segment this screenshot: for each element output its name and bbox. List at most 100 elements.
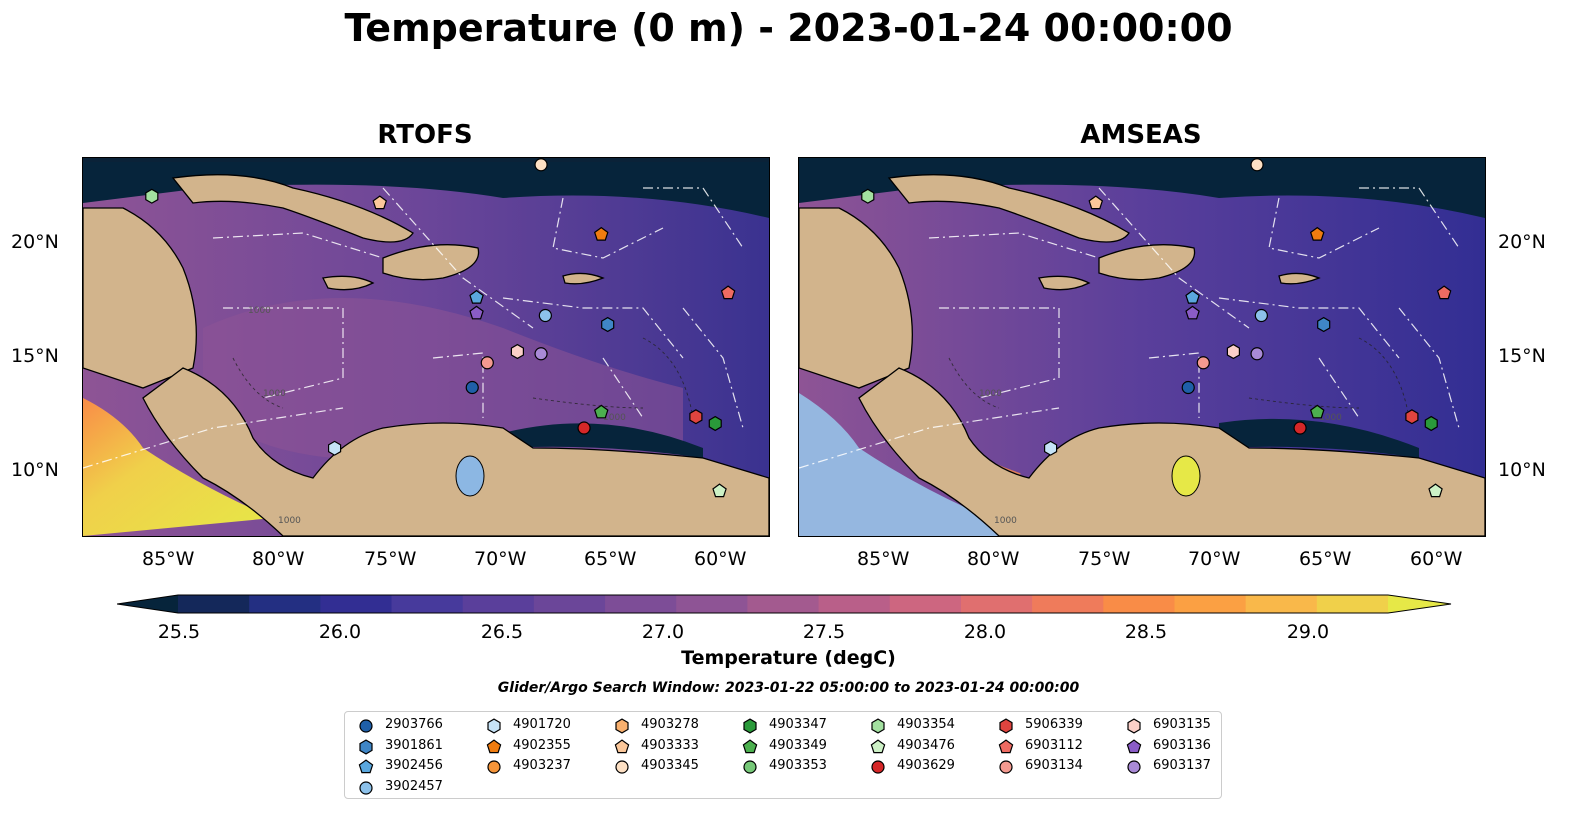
lon-tick: 60°W bbox=[694, 548, 747, 570]
float-marker-2903766 bbox=[465, 380, 479, 395]
colorbar-segment bbox=[391, 595, 464, 613]
venezuela-upwelling bbox=[503, 423, 703, 458]
south-america bbox=[858, 367, 1485, 536]
colorbar-segment bbox=[178, 595, 250, 613]
colorbar-segment bbox=[1032, 595, 1104, 613]
contour-label: 1000 bbox=[994, 516, 1017, 526]
lon-tick: 85°W bbox=[142, 548, 195, 570]
colorbar-tick: 28.0 bbox=[963, 621, 1007, 643]
float-marker-6903134 bbox=[480, 356, 494, 370]
lat-tick-left: 15°N bbox=[11, 345, 59, 367]
float-marker-6903137 bbox=[1250, 347, 1264, 361]
legend-marker-hexagon-icon bbox=[615, 718, 629, 734]
lake-maracaibo-rtofs bbox=[455, 455, 485, 497]
lon-tick: 75°W bbox=[364, 548, 417, 570]
float-markers-rtofs bbox=[145, 158, 736, 498]
colorbar-segment bbox=[249, 595, 321, 613]
legend-marker-circle-icon bbox=[359, 780, 373, 795]
colorbar-segment bbox=[605, 595, 677, 613]
map-canvas-rtofs: 1000 1000 1000 1000 bbox=[83, 158, 769, 536]
lon-tick: 65°W bbox=[584, 548, 637, 570]
contour-label: 1000 bbox=[603, 413, 626, 423]
float-marker-4902355 bbox=[1309, 226, 1325, 241]
legend-marker-pentagon-icon bbox=[486, 738, 502, 753]
contour-label: 1000 bbox=[263, 389, 286, 399]
legend-marker-hexagon-icon bbox=[487, 718, 501, 734]
legend-marker-pentagon-icon bbox=[358, 759, 374, 774]
legend-label: 3902456 bbox=[385, 758, 443, 773]
legend-label: 5906339 bbox=[1025, 717, 1083, 732]
lat-tick-right: 10°N bbox=[1498, 459, 1546, 481]
legend-marker-hexagon-icon bbox=[999, 718, 1013, 734]
lat-tick-right: 15°N bbox=[1498, 345, 1546, 367]
jamaica bbox=[1038, 275, 1091, 291]
panel-title-amseas: AMSEAS bbox=[1080, 120, 1202, 150]
float-marker-4903347 bbox=[1424, 415, 1438, 432]
legend-marker-hexagon-icon bbox=[1127, 718, 1141, 734]
legend-label: 4903345 bbox=[641, 758, 699, 773]
colorbar-segment bbox=[960, 595, 1033, 613]
colorbar-segment bbox=[462, 595, 535, 613]
hispaniola bbox=[1098, 244, 1196, 281]
legend-label: 6903137 bbox=[1153, 758, 1211, 773]
figure-title: Temperature (0 m) - 2023-01-24 00:00:00 bbox=[344, 6, 1233, 50]
jamaica bbox=[322, 275, 375, 291]
float-marker-6903135 bbox=[1226, 343, 1240, 360]
float-marker-4903476 bbox=[712, 483, 727, 498]
land-masses bbox=[799, 174, 1485, 536]
atlantic-cool-band bbox=[799, 158, 1485, 218]
float-marker-4903345 bbox=[1250, 158, 1264, 172]
lon-tick: 70°W bbox=[1188, 548, 1241, 570]
float-marker-4903349 bbox=[1309, 404, 1325, 419]
pacific-no-data bbox=[799, 393, 999, 536]
float-markers-amseas bbox=[861, 158, 1452, 498]
legend: 2903766 3901861 3902456 3902457 4901720 49023… bbox=[344, 711, 1222, 799]
legend-label: 6903136 bbox=[1153, 737, 1211, 753]
legend-label: 4903333 bbox=[641, 737, 699, 753]
colorbar-tick: 26.5 bbox=[480, 621, 524, 643]
colorbar-tick: 29.0 bbox=[1286, 621, 1330, 643]
bathymetry-contours bbox=[232, 337, 694, 419]
float-marker-6903112 bbox=[1436, 285, 1452, 300]
central-america-north bbox=[83, 207, 197, 389]
legend-marker-pentagon-icon bbox=[742, 738, 758, 753]
legend-label: 4901720 bbox=[513, 717, 571, 732]
float-marker-4903629 bbox=[577, 421, 591, 435]
colorbar-label: Temperature (degC) bbox=[681, 647, 896, 669]
float-marker-5906339 bbox=[1405, 409, 1419, 425]
map-panel-rtofs[interactable]: 1000 1000 1000 1000 bbox=[82, 157, 770, 537]
legend-label: 2903766 bbox=[385, 717, 443, 732]
lon-tick: 65°W bbox=[1299, 548, 1352, 570]
legend-marker-circle-icon bbox=[1127, 760, 1141, 774]
colorbar-segment bbox=[818, 595, 891, 613]
lon-tick: 85°W bbox=[857, 548, 910, 570]
cuba bbox=[887, 174, 1130, 243]
float-marker-3902457 bbox=[538, 308, 552, 323]
float-marker-6903137 bbox=[534, 347, 548, 361]
legend-marker-circle-icon bbox=[999, 760, 1013, 774]
map-panel-amseas[interactable]: 1000 1000 1000 bbox=[798, 157, 1486, 537]
contour-label: 1000 bbox=[278, 516, 301, 526]
float-marker-4903349 bbox=[593, 404, 609, 419]
legend-marker-circle-icon bbox=[743, 760, 757, 774]
hispaniola bbox=[382, 244, 480, 281]
atlantic-cool-band bbox=[83, 158, 769, 218]
float-marker-3901861 bbox=[601, 316, 615, 333]
float-marker-3902457 bbox=[1254, 308, 1268, 323]
colorbar-segment bbox=[747, 595, 820, 613]
legend-label: 4902355 bbox=[513, 737, 571, 753]
float-marker-6903136 bbox=[1185, 305, 1200, 320]
float-marker-3901861 bbox=[1317, 316, 1331, 333]
lat-tick-right: 20°N bbox=[1498, 231, 1546, 253]
float-marker-6903134 bbox=[1196, 356, 1210, 370]
lon-tick: 80°W bbox=[967, 548, 1020, 570]
legend-label: 4903629 bbox=[897, 758, 955, 773]
land-masses bbox=[83, 158, 769, 536]
cuba bbox=[171, 174, 414, 243]
lat-tick-left: 20°N bbox=[11, 231, 59, 253]
float-marker-5906339 bbox=[689, 409, 703, 425]
float-marker-4903629 bbox=[1293, 421, 1307, 435]
legend-marker-pentagon-icon bbox=[870, 738, 886, 753]
colorbar-tick: 27.0 bbox=[641, 621, 685, 643]
legend-marker-pentagon-icon bbox=[998, 738, 1014, 753]
